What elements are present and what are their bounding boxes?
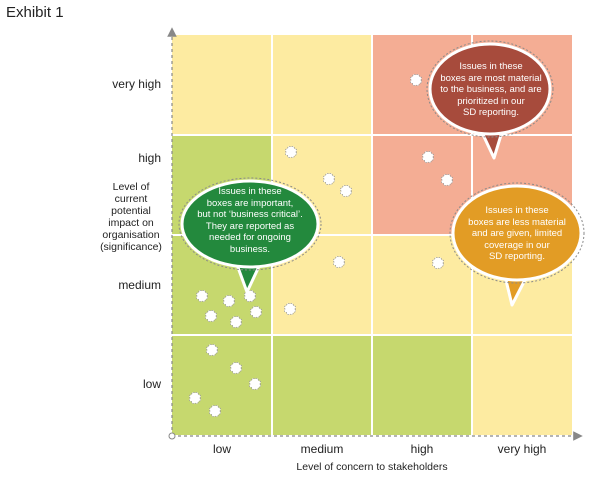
x-level-low: low [212,442,231,456]
callout-line: and are given, limited [471,228,563,239]
callout-line: SD reporting. [489,251,545,262]
issue-marker [229,315,243,329]
issue-marker [440,173,454,187]
issue-marker [322,172,336,186]
issue-marker [284,145,298,159]
callout-line: prioritized in our [457,95,525,107]
callout-amber-body [451,184,583,282]
issue-marker [421,150,435,164]
matrix-cell-yellow [472,335,572,435]
callout-line: Issues in these [218,186,282,197]
y-axis-title-line: (significance) [100,241,162,253]
exhibit-title: Exhibit 1 [6,4,64,21]
matrix-cell-yellow [172,35,272,135]
y-axis-title-line: potential [111,205,151,217]
callout-amber-text: Issues in these boxes are less material … [454,205,580,263]
issue-marker [222,294,236,308]
x-level-medium: medium [300,442,344,456]
callout-bubbles [178,40,585,307]
matrix-cell-green [372,335,472,435]
callout-line: boxes are most material [440,72,542,84]
matrix-cell-green [272,335,372,435]
issue-marker [332,255,346,269]
x-level-high: high [410,442,434,456]
callout-line: SD reporting. [463,107,519,118]
issue-marker [208,404,222,418]
callout-green [178,177,322,294]
issue-marker [248,377,262,391]
issue-marker [339,184,353,198]
x-axis-title: Level of concern to stakeholders [296,461,448,473]
matrix-cell-yellow [272,35,372,135]
callout-line: coverage in our [484,239,550,251]
callout-line: They are reported as [205,220,295,232]
y-axis-title-line: impact on [108,217,154,229]
issue-marker [188,391,202,405]
issue-marker [409,73,423,87]
callout-line: Issues in these [459,61,523,72]
y-level-high: high [138,151,161,165]
callout-red-body [428,42,552,136]
callout-amber-outline [449,182,585,284]
issue-marker [431,256,445,270]
callout-green-outline [178,177,322,271]
callout-green-text: Issues in these boxes are important, but… [183,186,317,255]
issue-markers [188,73,454,418]
issue-marker [249,305,263,319]
callout-line: but not ‘business critical’. [197,209,303,220]
axes [167,27,583,441]
y-level-very-high: very high [112,77,161,91]
issue-marker [229,361,243,375]
issue-marker [204,309,218,323]
callout-line: boxes are important, [206,197,294,209]
issue-marker [195,289,209,303]
callout-amber [449,182,585,307]
y-axis-title: Level of current potential impact on org… [96,181,166,253]
callout-line: business. [229,243,271,255]
y-level-low: low [142,377,161,391]
callout-line: Issues in these [485,205,549,216]
callout-red-text: Issues in these boxes are most material … [431,61,551,119]
callout-line: needed for ongoing [209,232,291,243]
y-axis-title-line: Level of [112,181,150,193]
callout-green-body [180,179,320,269]
y-level-medium: medium [118,278,161,292]
callout-line: to the business, and are [440,84,542,95]
issue-marker [283,302,297,316]
callout-red [426,40,554,160]
x-level-very-high: very high [497,442,547,456]
axis-origin [168,432,176,440]
y-axis-title-line: current [114,193,148,205]
callout-line: boxes are less material [468,216,566,228]
callout-red-outline [426,40,554,138]
y-axis-title-line: organisation [102,229,160,241]
issue-marker [205,343,219,357]
